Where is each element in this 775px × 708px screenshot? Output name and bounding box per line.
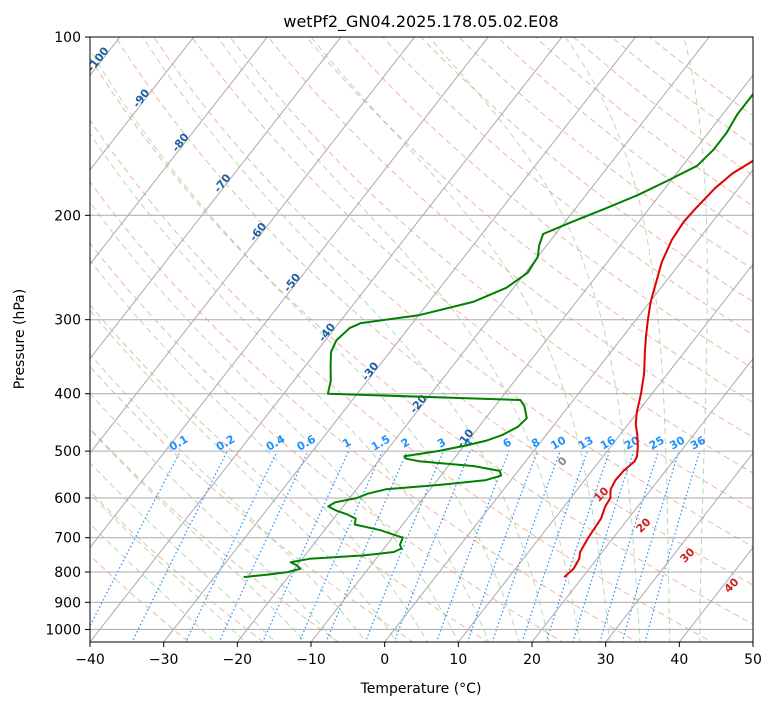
dry-adiabat	[90, 119, 713, 642]
mixing-ratio-line	[599, 450, 660, 642]
x-tick-label: −40	[75, 652, 105, 668]
mixing-ratio-line	[325, 450, 408, 642]
y-tick-label: 300	[54, 313, 81, 329]
skewed-isotherm	[678, 546, 753, 642]
x-tick-label: −30	[149, 652, 179, 668]
mixing-ratio-line	[131, 450, 228, 642]
skewed-isotherm	[457, 263, 753, 642]
skewed-isotherm	[90, 37, 195, 171]
dry-adiabat	[420, 37, 753, 303]
grid-lines	[90, 37, 753, 642]
y-tick-label: 500	[54, 444, 81, 460]
chart-title: wetPf2_GN04.2025.178.05.02.E08	[283, 12, 558, 32]
moist-adiabat	[217, 37, 581, 642]
dewpoint-profile-line	[243, 93, 753, 579]
y-tick-label: 700	[54, 531, 81, 547]
mixing-ratio-line	[393, 450, 471, 642]
mixing-ratio-line	[644, 450, 701, 642]
skewed-isotherm	[531, 357, 753, 642]
skewed-isotherm	[236, 37, 710, 642]
y-tick-label: 800	[54, 565, 81, 581]
y-axis: 100 200 300 400 500 600 700 800 900 1000	[45, 30, 90, 638]
skewed-isotherm	[605, 452, 753, 642]
mixing-ratio-line	[185, 450, 278, 642]
dry-adiabat	[191, 37, 753, 511]
series-lines	[243, 93, 753, 579]
mixing-ratio-line	[621, 450, 680, 642]
dry-adiabat	[90, 242, 564, 642]
dry-adiabat	[153, 37, 753, 548]
dry-adiabat	[343, 37, 753, 369]
x-tick-label: 0	[380, 652, 389, 668]
mixing-ratio-line	[435, 450, 510, 642]
skewed-isotherm	[90, 37, 342, 360]
dry-adiabat	[115, 37, 753, 586]
y-tick-label: 400	[54, 387, 81, 403]
skewed-isotherm	[163, 37, 637, 642]
dry-adiabat	[267, 37, 753, 438]
y-tick-label: 100	[54, 30, 81, 46]
mixing-ratio-line	[364, 450, 444, 642]
dry-adiabat	[458, 37, 753, 270]
mixing-ratio-line	[218, 450, 309, 642]
x-tick-label: 40	[670, 652, 688, 668]
x-tick-label: 50	[744, 652, 762, 668]
skewed-isotherm	[310, 74, 753, 642]
dry-adiabat	[382, 37, 753, 336]
y-tick-label: 900	[54, 595, 81, 611]
temperature-profile-line	[563, 159, 753, 578]
y-tick-label: 200	[54, 208, 81, 224]
moist-adiabat	[683, 37, 708, 642]
moist-adiabat	[90, 309, 398, 642]
skewed-isotherm	[90, 37, 416, 454]
plot-frame	[89, 36, 754, 643]
moist-adiabat	[90, 48, 520, 642]
moist-adiabat	[90, 132, 490, 642]
y-tick-label: 600	[54, 491, 81, 507]
skewed-isotherm	[90, 37, 268, 266]
skewed-isotherm	[90, 37, 563, 642]
x-axis: −40 −30 −20 −10 0 10 20 30 40 50	[75, 642, 762, 668]
moist-adiabat	[90, 493, 246, 642]
moist-adiabat	[90, 523, 216, 642]
mixing-ratio-line	[572, 450, 635, 642]
moist-adiabat	[428, 37, 641, 642]
dry-adiabat	[90, 180, 639, 642]
moist-adiabat	[310, 37, 611, 642]
x-tick-label: 20	[523, 652, 541, 668]
x-axis-label: Temperature (°C)	[360, 681, 482, 697]
y-tick-label: 1000	[45, 622, 81, 638]
x-tick-label: 30	[597, 652, 615, 668]
y-axis-label: Pressure (hPa)	[12, 289, 28, 389]
mixing-ratio-line	[298, 450, 384, 642]
mixing-ratio-line	[262, 450, 350, 642]
dry-adiabat	[90, 427, 340, 642]
dry-adiabat	[90, 56, 753, 625]
skewed-isotherm	[90, 37, 489, 549]
x-tick-label: −20	[223, 652, 253, 668]
skewed-isotherm	[384, 168, 753, 642]
dry-adiabat	[90, 303, 489, 642]
x-tick-label: −10	[296, 652, 326, 668]
x-tick-label: 10	[449, 652, 467, 668]
